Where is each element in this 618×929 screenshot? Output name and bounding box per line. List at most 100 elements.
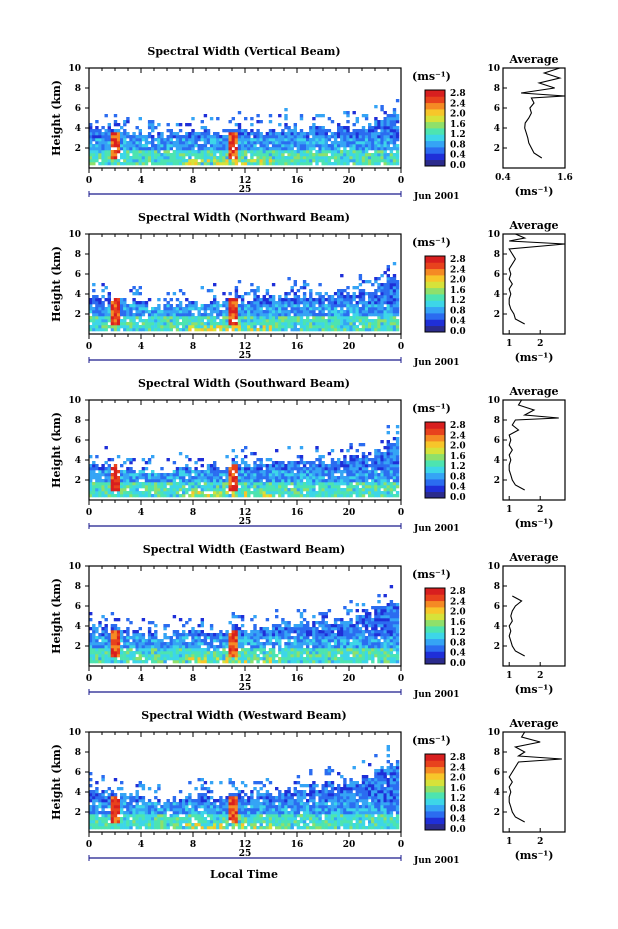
heatmap-cell [237,615,242,619]
heatmap-cell [216,476,220,480]
colorbar-swatch [425,479,445,486]
heatmap-cell [129,461,133,465]
heatmap-cell [175,313,180,317]
heatmap-cell [299,491,304,495]
heatmap-cell [219,144,223,148]
heatmap-cell [318,283,322,287]
heatmap-cell [278,479,282,483]
heatmap-cell [337,627,341,631]
heatmap-cell [197,633,201,637]
heatmap-cell [234,455,239,459]
heatmap-cell [302,461,307,465]
heatmap-cell [107,316,111,320]
heatmap-cell [225,322,229,326]
heatmap-cell [386,461,390,465]
heatmap-cell [213,470,217,474]
heatmap-cell [377,289,381,293]
heatmap-cell [262,494,266,498]
heatmap-cell [185,642,189,646]
heatmap-cell [299,114,304,118]
heatmap-cell [92,639,96,643]
heatmap-cell [330,633,335,637]
heatmap-cell [337,464,341,468]
heatmap-cell [374,325,378,329]
heatmap-cell [377,485,381,489]
heatmap-cell [383,473,387,477]
heatmap-cell [141,639,146,643]
heatmap-cell [377,144,381,148]
heatmap-cell [166,156,170,160]
heatmap-cell [116,651,121,655]
heatmap-cell [262,159,266,163]
heatmap-cell [346,636,350,640]
heatmap-cell [346,660,350,664]
heatmap-cell [374,147,378,151]
heatmap-cell [337,295,341,299]
heatmap-cell [160,310,164,314]
heatmap-cell [138,651,142,655]
heatmap-cell [89,491,93,495]
heatmap-cell [296,648,301,652]
heatmap-cell [228,657,232,661]
heatmap-cell [278,648,282,652]
heatmap-cell [364,144,369,148]
heatmap-cell [240,313,245,317]
heatmap-cell [296,461,301,465]
heatmap-cell [160,322,164,326]
heatmap-cell [200,147,204,151]
heatmap-cell [138,159,142,163]
heatmap-cell [188,153,192,157]
heatmap-cell [89,476,93,480]
heatmap-cell [92,476,96,480]
heatmap-cell [352,141,356,145]
heatmap-cell [392,162,397,166]
heatmap-cell [389,443,394,447]
heatmap-cell [358,328,363,332]
heatmap-cell [126,147,130,151]
heatmap-cell [312,322,316,326]
heatmap-cell [383,283,387,287]
heatmap-cell [169,485,173,489]
heatmap-cell [163,485,167,489]
heatmap-cell [222,147,226,151]
heatmap-cell [330,322,335,326]
heatmap-cell [346,111,350,115]
heatmap-cell [389,129,394,133]
heatmap-cell [144,310,149,314]
heatmap-cell [380,292,384,296]
heatmap-cell [321,615,325,619]
heatmap-cell [296,488,301,492]
heatmap-cell [268,642,273,646]
heatmap-cell [107,467,111,471]
heatmap-cell [321,467,325,471]
heatmap-cell [104,144,108,148]
heatmap-cell [194,461,198,465]
heatmap-cell [92,325,96,329]
heatmap-cell [256,132,260,136]
heatmap-cell [315,156,319,160]
heatmap-cell [343,153,347,157]
heatmap-cell [262,135,266,139]
heatmap-cell [160,313,164,317]
heatmap-cell [364,621,369,625]
heatmap-cell [244,491,248,495]
heatmap-cell [222,313,226,317]
heatmap-cell [309,144,313,148]
heatmap-cell [374,156,378,160]
colorbar-swatch [425,319,445,327]
heatmap-cell [296,660,301,664]
heatmap-cell [299,156,304,160]
heatmap-cell [209,322,214,326]
heatmap-cell [374,126,378,130]
heatmap-cell [377,615,381,619]
heatmap-cell [138,310,142,314]
heatmap-cell [203,639,208,643]
heatmap-cell [163,645,167,649]
x-tick-label: 12 [239,342,252,352]
heatmap-cell [135,485,139,489]
heatmap-cell [101,295,105,299]
heatmap-cell [337,624,341,628]
heatmap-cell [135,325,139,329]
heatmap-cell [129,467,133,471]
heatmap-cell [194,162,198,166]
